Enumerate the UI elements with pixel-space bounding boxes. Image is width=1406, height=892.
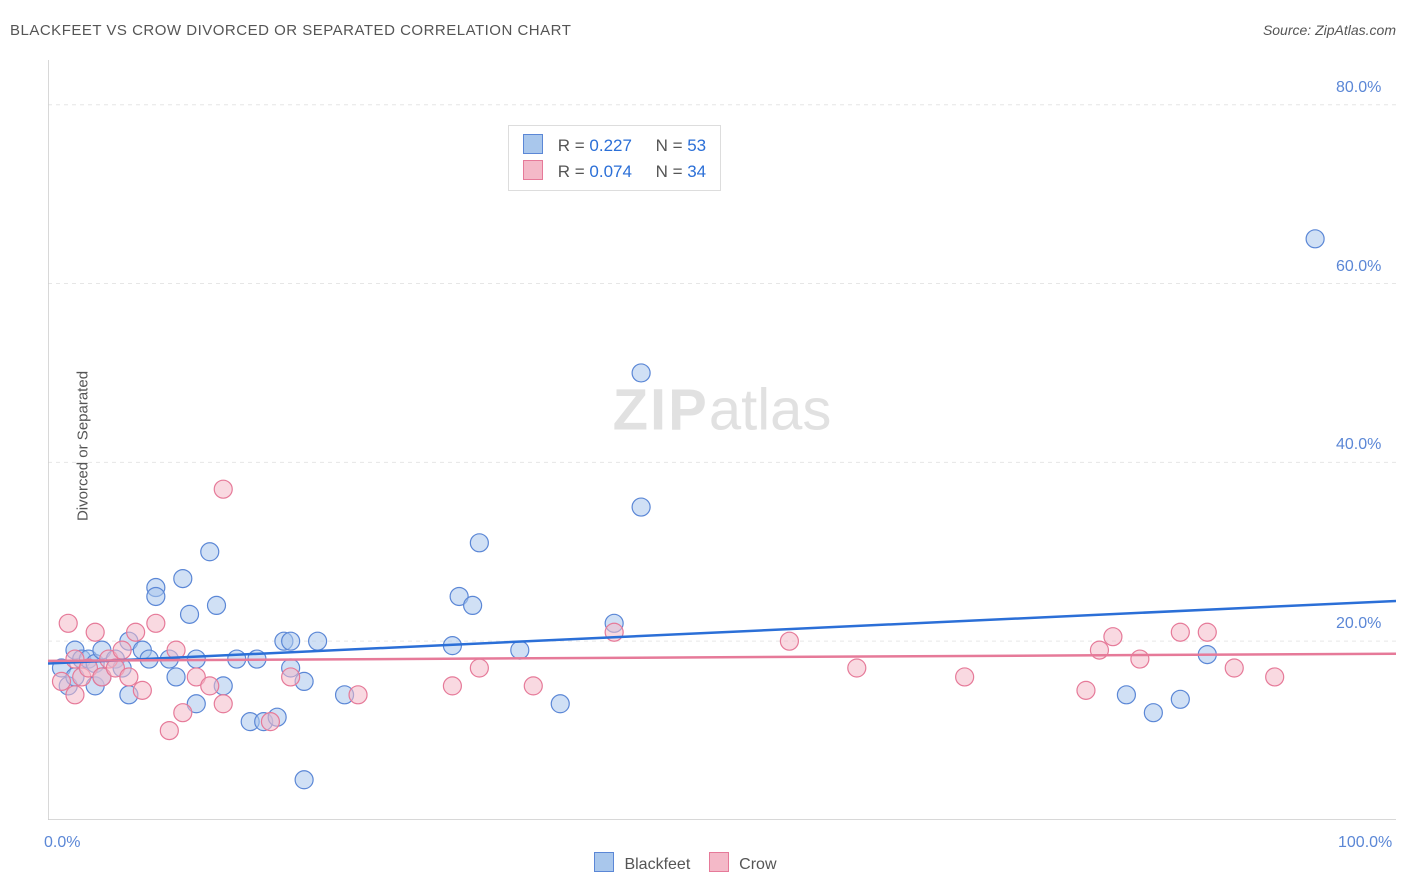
swatch-crow <box>709 852 729 872</box>
x-tick-label-min: 0.0% <box>44 834 80 852</box>
stats-row-blackfeet: R = 0.227 N = 53 <box>523 132 706 158</box>
legend-label-crow: Crow <box>739 856 776 873</box>
source-credit: Source: ZipAtlas.com <box>1263 22 1396 38</box>
swatch-blackfeet <box>594 852 614 872</box>
n-value: 53 <box>687 136 706 155</box>
r-value: 0.227 <box>589 136 632 155</box>
y-tick-label: 60.0% <box>1336 258 1381 276</box>
r-value: 0.074 <box>589 162 632 181</box>
chart-header: BLACKFEET VS CROW DIVORCED OR SEPARATED … <box>10 22 1396 46</box>
x-tick-label-max: 100.0% <box>1338 834 1392 852</box>
y-tick-label: 20.0% <box>1336 615 1381 633</box>
swatch-blackfeet <box>523 134 543 154</box>
source-name: ZipAtlas.com <box>1315 22 1396 38</box>
stats-row-crow: R = 0.074 N = 34 <box>523 158 706 184</box>
chart-title: BLACKFEET VS CROW DIVORCED OR SEPARATED … <box>10 22 571 39</box>
swatch-crow <box>523 160 543 180</box>
n-label: N = <box>656 162 688 181</box>
y-tick-label: 80.0% <box>1336 79 1381 97</box>
r-label: R = <box>558 136 590 155</box>
n-value: 34 <box>687 162 706 181</box>
legend-label-blackfeet: Blackfeet <box>624 856 690 873</box>
series-legend: Blackfeet Crow <box>580 852 777 874</box>
n-label: N = <box>656 136 688 155</box>
y-tick-label: 40.0% <box>1336 436 1381 454</box>
r-label: R = <box>558 162 590 181</box>
source-prefix: Source: <box>1263 22 1315 38</box>
stats-legend: R = 0.227 N = 53 R = 0.074 N = 34 <box>508 125 721 191</box>
scatter-plot: ZIPatlas R = 0.227 N = 53 R = 0.074 N = … <box>48 60 1396 820</box>
